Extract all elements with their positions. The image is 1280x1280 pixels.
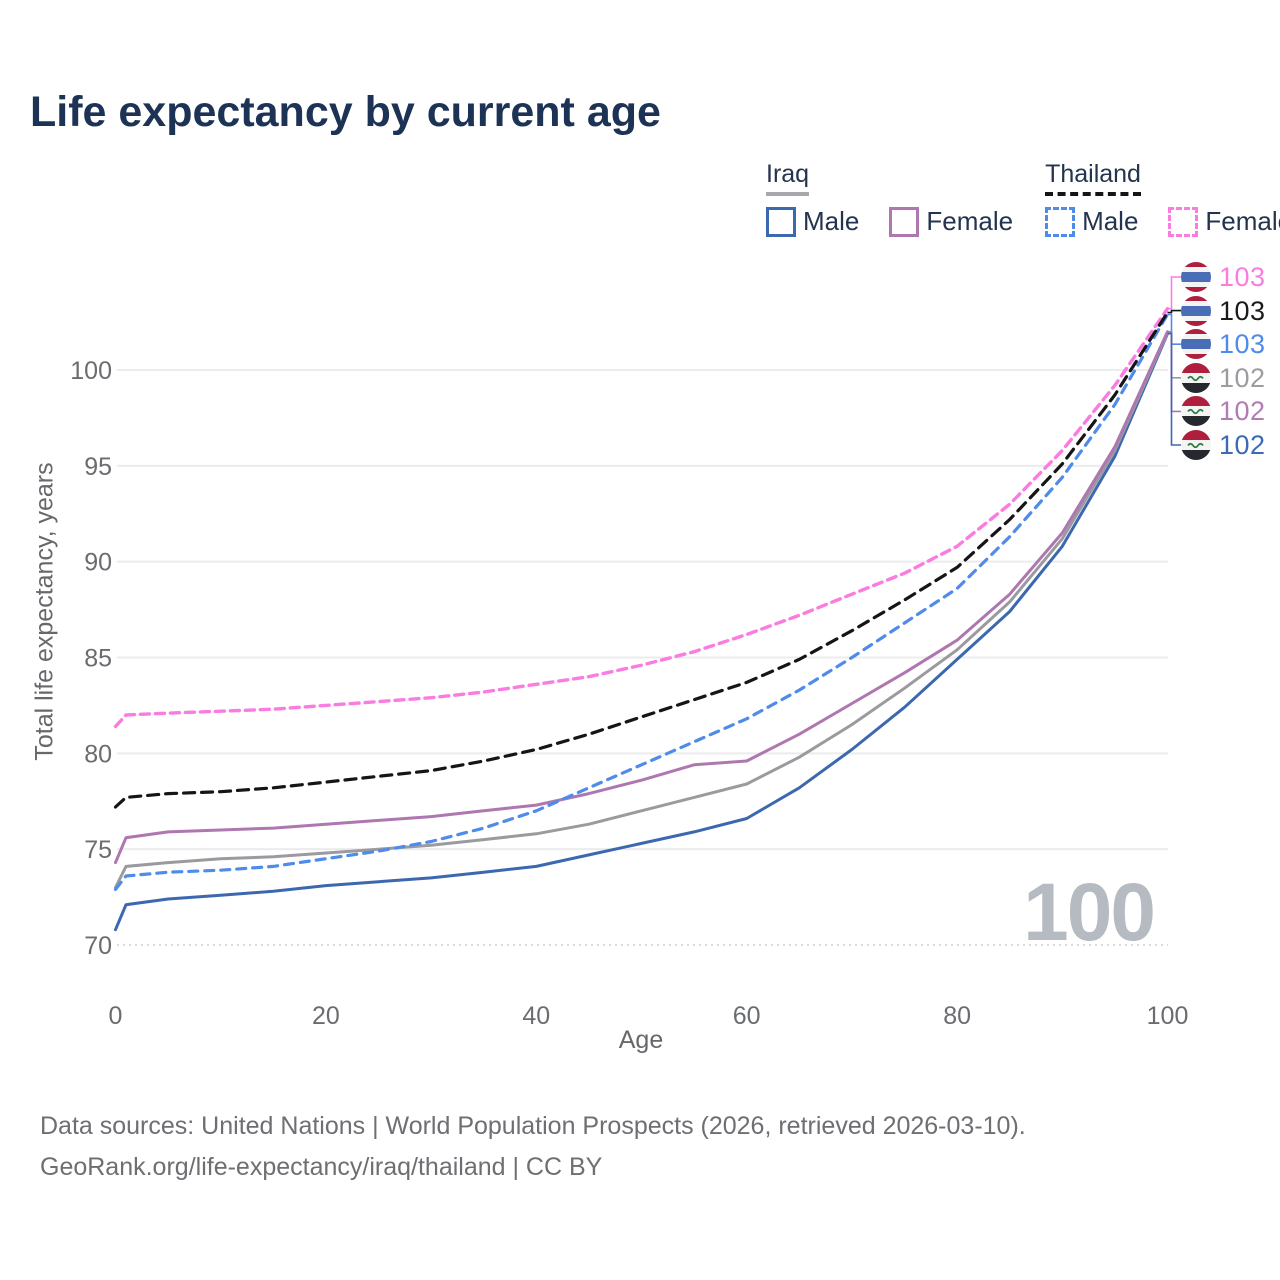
label-connector-thailand_total (1167, 309, 1181, 314)
x-tick-label-0: 0 (109, 1002, 123, 1030)
legend-group-thailand: Thailand Male Female (1045, 160, 1280, 237)
page-title: Life expectancy by current age (30, 88, 661, 136)
series-line-thailand_male (113, 312, 1170, 891)
legend: Iraq Male Female Thailand Male (766, 160, 1280, 237)
series-line-thailand_total (113, 310, 1170, 809)
x-tick-label-100: 100 (1147, 1002, 1189, 1030)
series-line-iraq_male (114, 332, 1169, 932)
y-tick-label-95: 95 (84, 453, 112, 481)
x-tick-label-60: 60 (733, 1002, 761, 1030)
legend-label-thailand-female: Female (1205, 206, 1280, 236)
legend-label-iraq-male: Male (803, 206, 860, 236)
y-tick-label-100: 100 (70, 357, 112, 385)
legend-item-thailand-male: Male (1045, 206, 1138, 237)
legend-label-thailand-male: Male (1082, 206, 1139, 236)
label-connector-iraq_total (1167, 331, 1181, 379)
y-tick-label-75: 75 (84, 836, 112, 864)
x-axis-title: Age (618, 1026, 664, 1054)
y-tick-label-80: 80 (84, 740, 112, 768)
legend-group-iraq: Iraq Male Female (766, 160, 1013, 237)
label-connector-thailand_female (1167, 276, 1181, 310)
y-tick-label-85: 85 (84, 644, 112, 672)
age-counter-watermark: 100 (1023, 867, 1156, 958)
legend-item-iraq-male: Male (766, 206, 859, 237)
legend-country-thailand: Thailand (1045, 160, 1141, 196)
footer: Data sources: United Nations | World Pop… (40, 1106, 1026, 1188)
legend-label-iraq-female: Female (926, 206, 1014, 236)
y-axis-title: Total life expectancy, years (30, 462, 59, 761)
legend-item-iraq-female: Female (889, 206, 1013, 237)
iraq-female-swatch-icon (889, 206, 920, 237)
x-tick-label-80: 80 (943, 1002, 971, 1030)
thailand-male-swatch-icon (1045, 206, 1076, 237)
series-line-iraq_female (114, 330, 1169, 865)
y-tick-label-90: 90 (84, 549, 112, 577)
series-line-iraq_total (114, 331, 1169, 889)
label-connector-iraq_male (1167, 332, 1181, 446)
thailand-female-swatch-icon (1168, 206, 1199, 237)
series-line-thailand_female (113, 307, 1170, 729)
x-tick-label-40: 40 (522, 1002, 550, 1030)
x-tick-label-20: 20 (312, 1002, 340, 1030)
legend-country-iraq: Iraq (766, 160, 810, 196)
y-tick-label-70: 70 (84, 932, 112, 960)
attribution-line: GeoRank.org/life-expectancy/iraq/thailan… (40, 1153, 603, 1181)
label-connector-thailand_male (1167, 313, 1181, 345)
iraq-male-swatch-icon (766, 206, 796, 237)
data-sources-line: Data sources: United Nations | World Pop… (40, 1112, 1026, 1140)
legend-item-thailand-female: Female (1168, 206, 1280, 237)
